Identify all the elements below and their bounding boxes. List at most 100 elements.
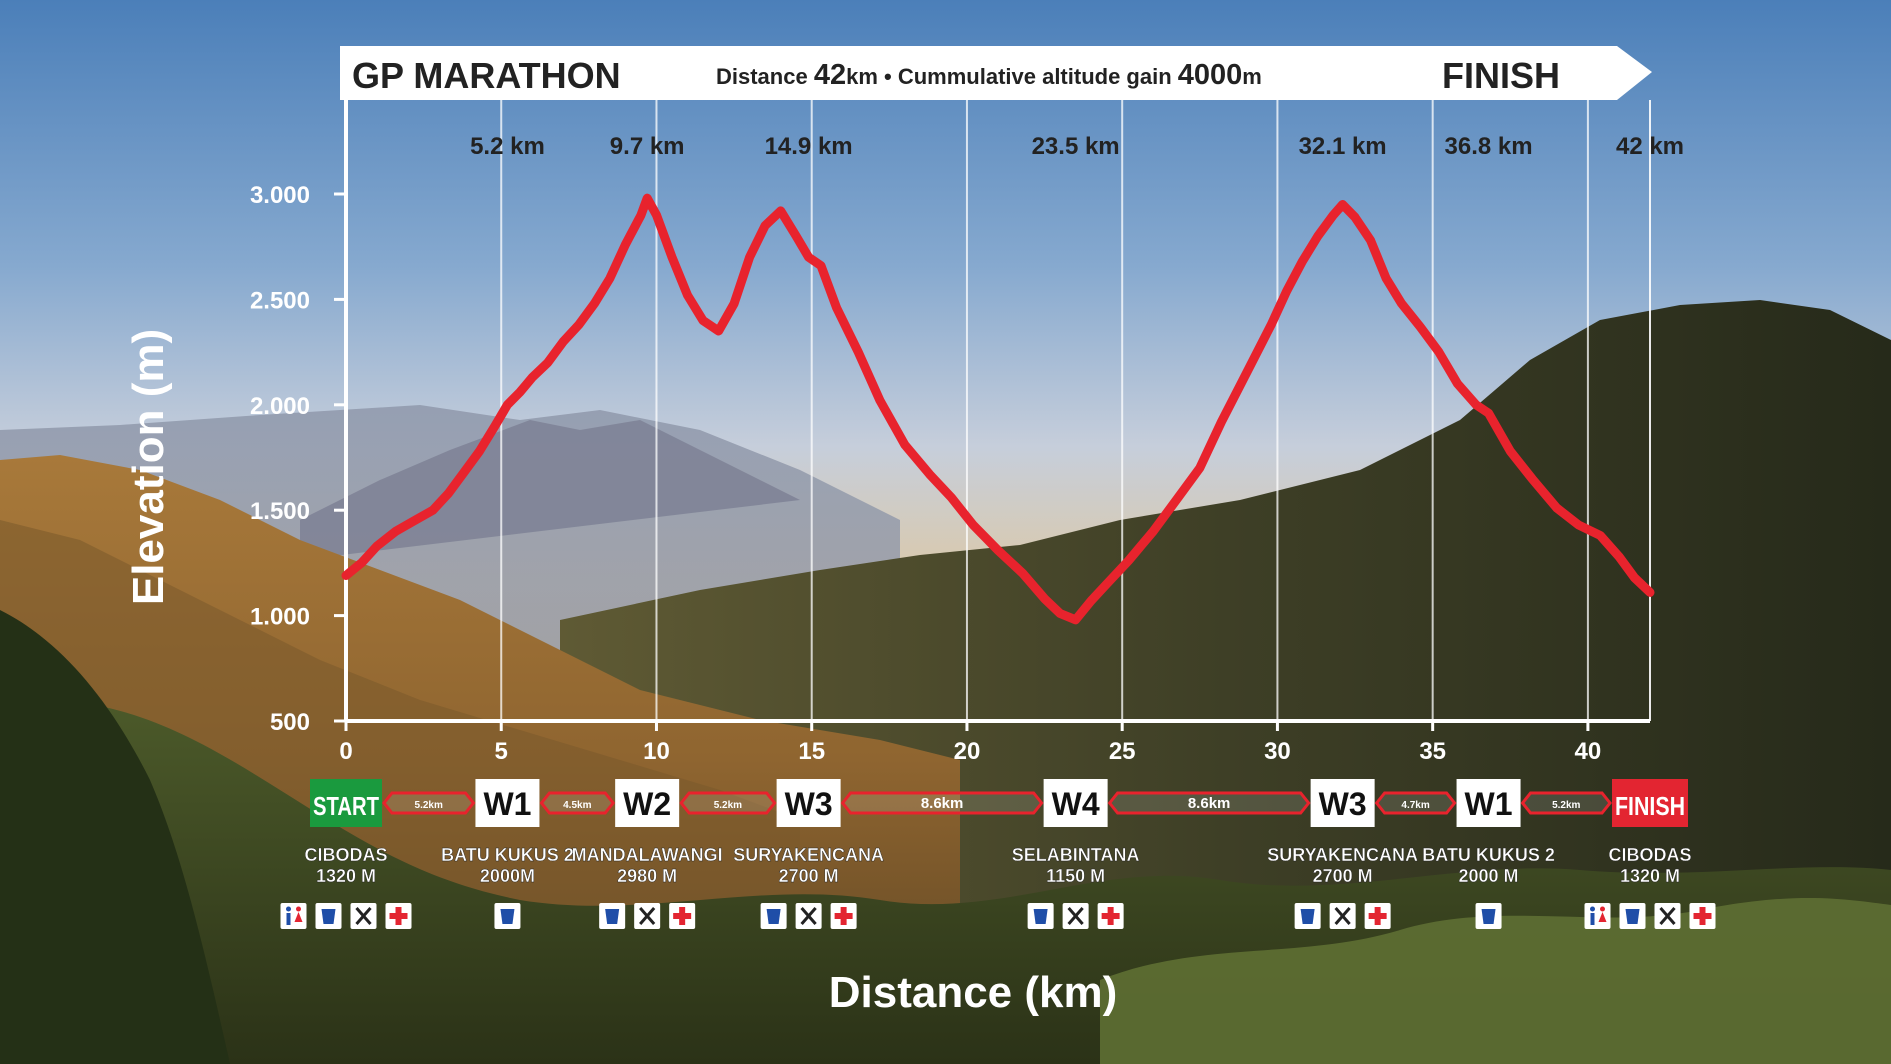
km-marker-labels: 5.2 km 9.7 km 14.9 km 23.5 km 32.1 km 36.8 km…: [470, 133, 1684, 160]
data-point: [623, 243, 627, 247]
checkpoint-name: BATU KUKUS 2: [1422, 845, 1555, 865]
data-point: [478, 449, 481, 453]
data-point: [1508, 449, 1512, 453]
data-point: [1577, 523, 1581, 527]
medical-icon-bar: [1368, 913, 1387, 919]
food-icon: [1659, 907, 1676, 925]
data-point: [1530, 477, 1534, 481]
x-tick-label: 25: [1109, 738, 1136, 765]
x-tick-label: 5: [495, 738, 508, 765]
data-point: [412, 519, 416, 523]
route-segment: [539, 791, 616, 815]
data-point: [592, 302, 596, 306]
route-segment: [382, 791, 476, 815]
toilet-icon-male-head: [1590, 906, 1595, 912]
km-marker-label: 5.2 km: [470, 133, 545, 160]
x-tick-label: 15: [798, 738, 825, 765]
food-icon: [1067, 907, 1084, 925]
data-point: [447, 491, 450, 495]
checkpoint-badge: W4: [1052, 786, 1100, 822]
toilet-icon-female: [1598, 912, 1607, 922]
food-icon: [1334, 907, 1351, 925]
water-cup-icon: [605, 909, 620, 924]
water-cup-icon: [1625, 909, 1640, 924]
km-marker-label: 14.9 km: [765, 133, 853, 160]
summary-separator: •: [878, 64, 898, 89]
checkpoint-altitude: 2000M: [480, 866, 535, 886]
checkpoint-badge: W1: [1465, 786, 1513, 822]
food-icon: [639, 907, 656, 925]
water-cup-icon: [1300, 909, 1315, 924]
data-point: [878, 399, 882, 403]
water-cup-icon: [500, 909, 515, 924]
data-point: [835, 306, 839, 310]
checkpoint-badge-bg: [1310, 779, 1375, 827]
food-icon: [355, 907, 372, 925]
segment-distance-label: 5.2km: [415, 800, 443, 811]
toilet-icon: [286, 913, 291, 925]
data-point: [1105, 582, 1109, 586]
route-segment: [1520, 791, 1612, 815]
checkpoint-altitude: 1320 M: [1620, 866, 1680, 886]
toilet-icon-female-head: [296, 906, 301, 912]
data-point: [1555, 506, 1559, 510]
data-point: [856, 350, 860, 354]
segment-distance-label: 4.7km: [1401, 800, 1429, 811]
data-point: [1617, 555, 1621, 559]
x-axis-label: Distance (km): [829, 968, 1118, 1017]
data-point: [903, 443, 907, 447]
data-point: [1285, 289, 1289, 293]
distance-gain-summary: Distance 42km • Cummulative altitude gai…: [716, 59, 1262, 91]
data-point: [577, 323, 581, 327]
checkpoint-name: CIBODAS: [304, 845, 387, 865]
data-point: [686, 293, 689, 297]
water-cup-icon: [766, 909, 781, 924]
data-point: [1151, 529, 1155, 533]
toilet-icon-male-head: [286, 906, 291, 912]
segment-distance-label: 4.5km: [563, 800, 591, 811]
data-point: [1300, 260, 1304, 263]
checkpoint-badge-bg: [1043, 779, 1108, 827]
km-marker-label: 32.1 km: [1299, 133, 1387, 160]
checkpoint-name: SURYAKENCANA: [733, 845, 884, 865]
data-point: [360, 561, 363, 565]
header-banner: GP MARATHON Distance 42km • Cummulative …: [340, 46, 1652, 100]
toilet-icon-female: [294, 912, 303, 922]
checkpoint-badge-bg: [1612, 779, 1688, 827]
data-point: [1648, 590, 1652, 594]
data-point: [1089, 599, 1093, 603]
x-tick-label: 30: [1264, 738, 1291, 765]
data-point: [394, 529, 398, 533]
data-point: [763, 224, 767, 228]
water-cup-icon: [321, 909, 336, 924]
data-point: [1244, 371, 1248, 375]
gain-unit: m: [1242, 64, 1262, 89]
checkpoint-altitude: 1320 M: [316, 866, 376, 886]
data-point: [1269, 323, 1273, 327]
y-tick-label: 2.500: [250, 287, 310, 314]
data-point: [1043, 597, 1047, 601]
route-strip: 5.2km 4.5km 5.2km 8.6km 8.6km 4.7km 5.2kmSTART…: [280, 779, 1716, 929]
y-axis-ticks: 500 1.000 1.500 2.000 2.500 3.000: [250, 182, 346, 736]
segment-distance-label: 5.2km: [1552, 800, 1580, 811]
elevation-series: [341, 193, 1655, 625]
data-point: [732, 302, 736, 306]
data-point: [1074, 618, 1078, 622]
km-marker-label: 42 km: [1616, 133, 1684, 160]
data-point: [1456, 382, 1459, 386]
data-point: [1353, 215, 1357, 219]
medical-icon-bar: [673, 913, 692, 919]
data-point: [493, 424, 497, 428]
km-marker-label: 23.5 km: [1032, 133, 1120, 160]
segment-distance-label: 8.6km: [921, 795, 964, 812]
data-point: [1400, 302, 1404, 306]
toilet-icon: [1590, 913, 1595, 925]
data-point: [518, 390, 522, 394]
medical-icon-bar: [1693, 913, 1712, 919]
data-point: [1316, 234, 1320, 238]
header-finish-label: FINISH: [1442, 55, 1560, 96]
